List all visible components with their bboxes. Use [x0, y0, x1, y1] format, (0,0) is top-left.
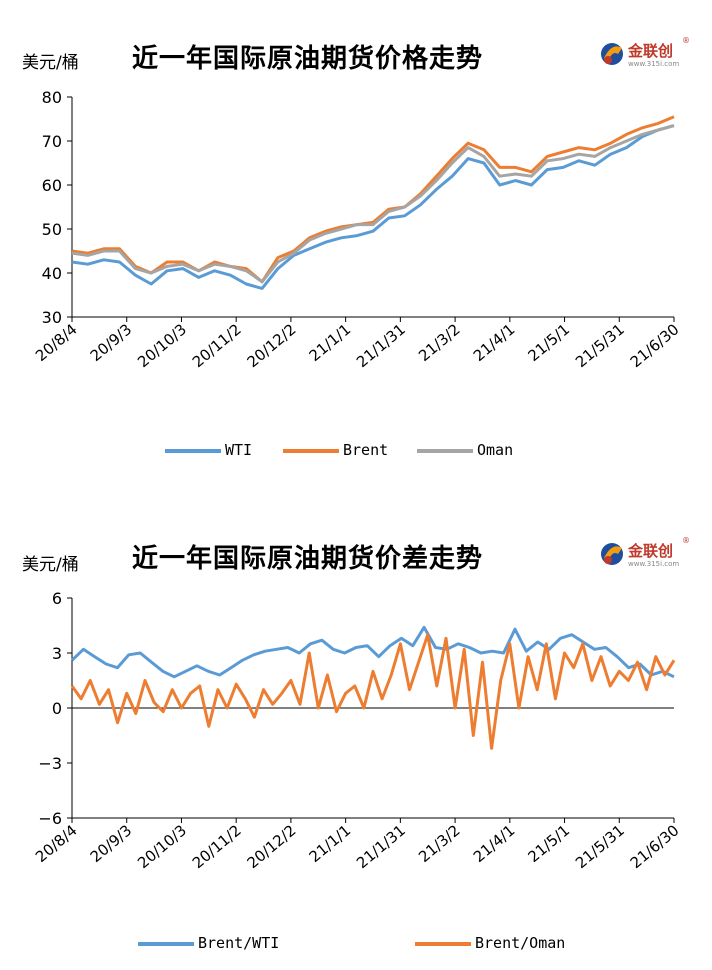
legend-item-brent: Brent [283, 441, 388, 459]
logo: 金联创 ® www.315i.com [598, 36, 690, 78]
x-tick-label: 21/5/1 [525, 320, 574, 365]
y-tick-label: 30 [42, 308, 62, 327]
x-tick-label: 21/4/1 [470, 320, 519, 365]
spread-chart-plot: 630−3−620/8/4 20/9/320/10/320/11/220/12/2… [32, 589, 683, 872]
logo-url: www.315i.com [628, 560, 680, 568]
legend-swatch-brent-wti [138, 941, 194, 946]
price-chart-title: 近一年国际原油期货价格走势 [132, 44, 484, 74]
x-tick-label: 21/3/2 [415, 821, 464, 866]
x-tick-label: 21/1/1 [306, 320, 355, 365]
x-tick-label: 20/9/3 [87, 320, 136, 365]
y-tick-label: 3 [52, 644, 62, 663]
price-chart-unit: 美元/桶 [22, 53, 79, 73]
y-tick-label: 50 [42, 220, 62, 239]
logo-url: www.315i.com [628, 60, 680, 68]
logo-registered-mark: ® [682, 36, 690, 45]
legend-label-wti: WTI [225, 441, 253, 459]
x-tick-label: 21/5/1 [525, 821, 574, 866]
y-tick-label: −6 [38, 809, 62, 828]
legend-swatch-brent-oman [415, 941, 471, 946]
y-tick-label: 40 [42, 264, 62, 283]
series-line-oman [71, 124, 675, 284]
legend-label-brent-wti: Brent/WTI [198, 934, 280, 952]
logo-icon [601, 543, 623, 565]
x-tick-label: 21/1/31 [353, 320, 409, 371]
series-line-brent-wti [70, 625, 675, 679]
spread-chart-panel: 美元/桶 近一年国际原油期货价差走势 金联创 ® www.315i.com 6 3… [0, 500, 712, 970]
logo-text: 金联创 [628, 542, 674, 560]
x-tick-label: 21/6/30 [627, 320, 683, 371]
x-tick-label: 21/4/1 [470, 821, 519, 866]
x-tick-label: 20/9/3 [87, 821, 136, 866]
x-tick-label: 20/12/2 [244, 821, 300, 872]
spread-chart-unit: 美元/桶 [22, 555, 79, 575]
legend-label-brent-oman: Brent/Oman [475, 934, 566, 952]
logo-2: 金联创 ® www.315i.com [598, 536, 690, 578]
x-tick-label: 20/10/3 [134, 821, 190, 872]
x-tick-label: 21/1/31 [353, 821, 409, 872]
x-tick-label: 21/5/31 [572, 320, 628, 371]
legend-swatch-oman [417, 448, 473, 453]
x-tick-label: 20/12/2 [244, 320, 300, 371]
logo-icon [601, 43, 623, 65]
legend-label-oman: Oman [477, 441, 514, 459]
legend-item-wti: WTI [165, 441, 252, 459]
y-tick-label: 6 [52, 589, 62, 608]
x-tick-label: 21/6/30 [627, 821, 683, 872]
x-tick-label: 21/5/31 [572, 821, 628, 872]
price-chart-panel: 美元/桶 近一年国际原油期货价格走势 金联创 ® www.315i.com 30… [22, 36, 690, 459]
series-line-wti [71, 124, 675, 290]
logo-registered-mark: ® [682, 536, 690, 545]
legend-item-brent-oman: Brent/Oman [415, 934, 565, 952]
y-tick-label: 70 [42, 132, 62, 151]
x-tick-label: 20/11/2 [189, 821, 245, 872]
series-line-brent-oman [70, 633, 676, 750]
y-tick-label: 0 [52, 699, 62, 718]
x-tick-label: 20/10/3 [134, 320, 190, 371]
legend-swatch-brent [283, 448, 339, 453]
y-tick-label: −3 [38, 754, 62, 773]
legend-swatch-wti [165, 448, 221, 453]
x-tick-label: 20/11/2 [189, 320, 245, 371]
legend-label-brent: Brent [343, 441, 389, 459]
legend-item-oman: Oman [417, 441, 513, 459]
y-tick-label: 80 [42, 88, 62, 107]
logo-text: 金联创 [628, 42, 674, 60]
x-tick-label: 21/1/1 [306, 821, 355, 866]
spread-chart-title: 近一年国际原油期货价差走势 [132, 544, 484, 574]
y-tick-label: 60 [42, 176, 62, 195]
series-line-brent [71, 115, 675, 284]
legend-item-brent-wti: Brent/WTI [138, 934, 279, 952]
x-tick-label: 21/3/2 [415, 320, 464, 365]
